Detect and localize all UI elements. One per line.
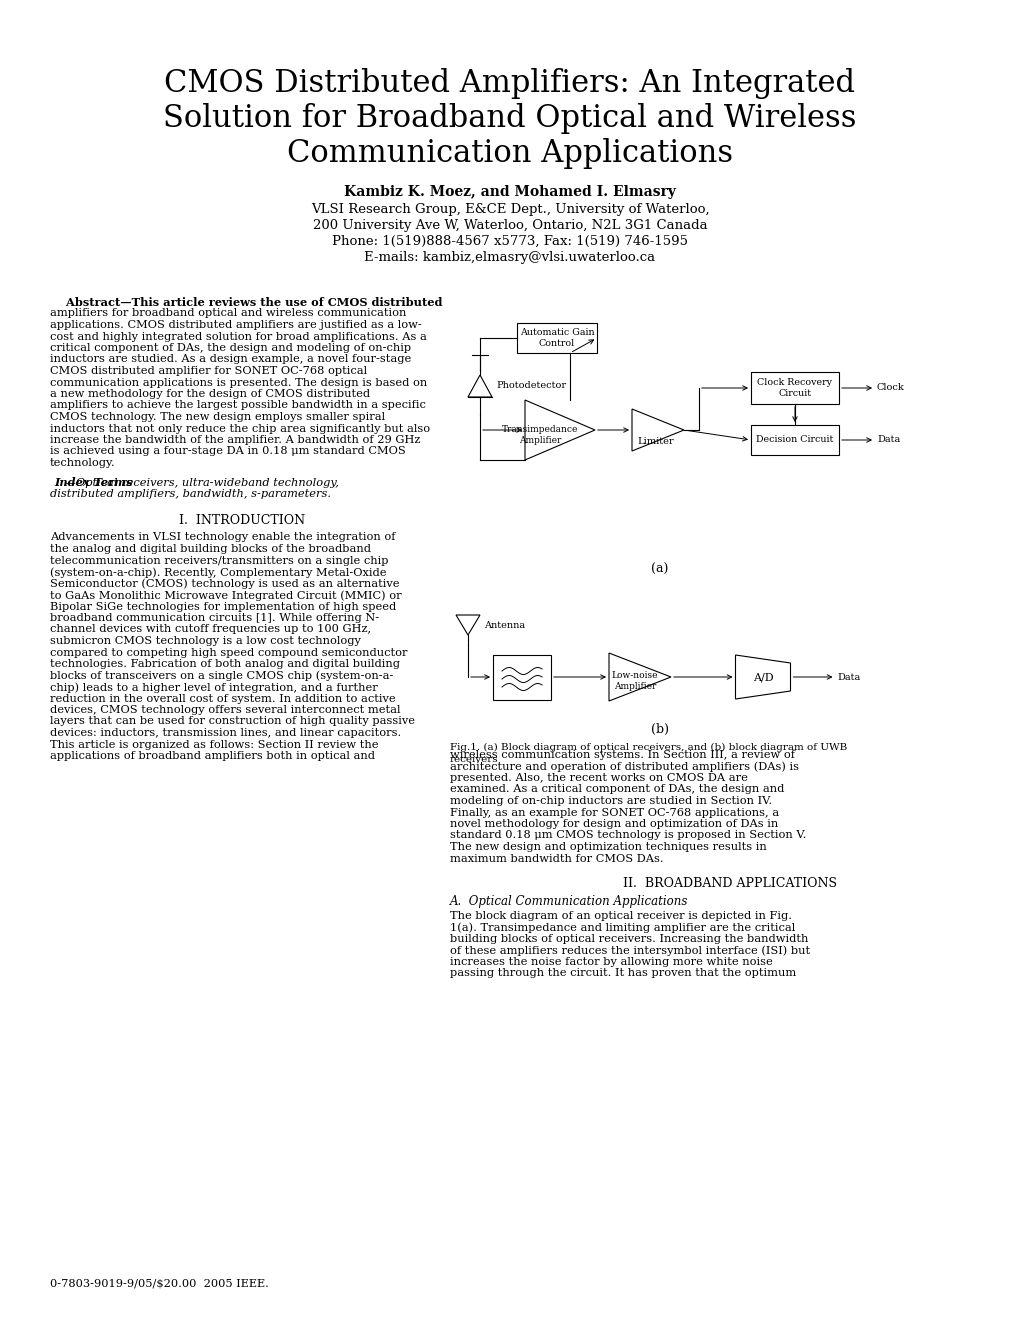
Text: modeling of on-chip inductors are studied in Section IV.: modeling of on-chip inductors are studie…	[449, 796, 771, 807]
Text: standard 0.18 μm CMOS technology is proposed in Section V.: standard 0.18 μm CMOS technology is prop…	[449, 830, 806, 841]
Bar	[492, 655, 550, 700]
Text: increase the bandwidth of the amplifier. A bandwidth of 29 GHz: increase the bandwidth of the amplifier.…	[50, 436, 420, 445]
Text: —Optical receivers, ultra-wideband technology,: —Optical receivers, ultra-wideband techn…	[50, 478, 338, 487]
Text: devices, CMOS technology offers several interconnect metal: devices, CMOS technology offers several …	[50, 705, 400, 715]
Text: telecommunication receivers/transmitters on a single chip: telecommunication receivers/transmitters…	[50, 556, 388, 565]
Text: Bipolar SiGe technologies for implementation of high speed: Bipolar SiGe technologies for implementa…	[50, 602, 395, 611]
Text: devices: inductors, transmission lines, and linear capacitors.: devices: inductors, transmission lines, …	[50, 729, 400, 738]
Text: Photodetector: Photodetector	[495, 380, 566, 389]
Text: amplifiers to achieve the largest possible bandwidth in a specific: amplifiers to achieve the largest possib…	[50, 400, 426, 411]
Text: applications. CMOS distributed amplifiers are justified as a low-: applications. CMOS distributed amplifier…	[50, 319, 421, 330]
Text: architecture and operation of distributed amplifiers (DAs) is: architecture and operation of distribute…	[449, 762, 798, 772]
Text: receivers: receivers	[449, 755, 498, 764]
Text: Fig.1. (a) Block diagram of optical receivers, and (b) block diagram of UWB: Fig.1. (a) Block diagram of optical rece…	[449, 743, 847, 752]
Text: distributed amplifiers, bandwidth, s-parameters.: distributed amplifiers, bandwidth, s-par…	[50, 488, 331, 499]
Text: Limiter: Limiter	[637, 437, 674, 446]
Text: broadband communication circuits [1]. While offering N-: broadband communication circuits [1]. Wh…	[50, 612, 379, 623]
Text: passing through the circuit. It has proven that the optimum: passing through the circuit. It has prov…	[449, 969, 796, 978]
Text: The new design and optimization techniques results in: The new design and optimization techniqu…	[449, 842, 766, 851]
Bar	[517, 323, 596, 352]
Text: critical component of DAs, the design and modeling of on-chip: critical component of DAs, the design an…	[50, 343, 411, 352]
Text: Clock Recovery
Circuit: Clock Recovery Circuit	[757, 379, 832, 397]
Text: The block diagram of an optical receiver is depicted in Fig.: The block diagram of an optical receiver…	[449, 911, 791, 921]
Text: compared to competing high speed compound semiconductor: compared to competing high speed compoun…	[50, 648, 408, 657]
Text: layers that can be used for construction of high quality passive: layers that can be used for construction…	[50, 717, 415, 726]
Text: to GaAs Monolithic Microwave Integrated Circuit (MMIC) or: to GaAs Monolithic Microwave Integrated …	[50, 590, 401, 601]
Text: examined. As a critical component of DAs, the design and: examined. As a critical component of DAs…	[449, 784, 784, 795]
Text: submicron CMOS technology is a low cost technology: submicron CMOS technology is a low cost …	[50, 636, 361, 645]
Text: I.  INTRODUCTION: I. INTRODUCTION	[179, 515, 306, 528]
Text: communication applications is presented. The design is based on: communication applications is presented.…	[50, 378, 427, 388]
Text: 0-7803-9019-9/05/$20.00  2005 IEEE.: 0-7803-9019-9/05/$20.00 2005 IEEE.	[50, 1278, 269, 1288]
Text: Advancements in VLSI technology enable the integration of: Advancements in VLSI technology enable t…	[50, 532, 395, 543]
Text: channel devices with cutoff frequencies up to 100 GHz,: channel devices with cutoff frequencies …	[50, 624, 371, 635]
Bar	[750, 425, 839, 455]
Text: amplifiers for broadband optical and wireless communication: amplifiers for broadband optical and wir…	[50, 309, 406, 318]
Text: novel methodology for design and optimization of DAs in: novel methodology for design and optimiz…	[449, 818, 777, 829]
Text: Communication Applications: Communication Applications	[286, 139, 733, 169]
Text: chip) leads to a higher level of integration, and a further: chip) leads to a higher level of integra…	[50, 682, 377, 693]
Text: building blocks of optical receivers. Increasing the bandwidth: building blocks of optical receivers. In…	[449, 935, 808, 944]
Text: 200 University Ave W, Waterloo, Ontario, N2L 3G1 Canada: 200 University Ave W, Waterloo, Ontario,…	[313, 219, 706, 232]
Bar	[750, 372, 839, 404]
Text: Data: Data	[876, 436, 900, 445]
Text: 1(a). Transimpedance and limiting amplifier are the critical: 1(a). Transimpedance and limiting amplif…	[449, 923, 795, 933]
Text: is achieved using a four-stage DA in 0.18 μm standard CMOS: is achieved using a four-stage DA in 0.1…	[50, 446, 406, 457]
Text: Index Terms: Index Terms	[54, 478, 132, 488]
Text: of these amplifiers reduces the intersymbol interface (ISI) but: of these amplifiers reduces the intersym…	[449, 945, 809, 956]
Text: applications of broadband amplifiers both in optical and: applications of broadband amplifiers bot…	[50, 751, 375, 762]
Text: the analog and digital building blocks of the broadband: the analog and digital building blocks o…	[50, 544, 371, 554]
Text: VLSI Research Group, E&CE Dept., University of Waterloo,: VLSI Research Group, E&CE Dept., Univers…	[311, 203, 708, 216]
Text: presented. Also, the recent works on CMOS DA are: presented. Also, the recent works on CMO…	[449, 774, 747, 783]
Text: technologies. Fabrication of both analog and digital building: technologies. Fabrication of both analog…	[50, 659, 399, 669]
Text: II.  BROADBAND APPLICATIONS: II. BROADBAND APPLICATIONS	[623, 876, 837, 890]
Text: Transimpedance
Amplifier: Transimpedance Amplifier	[501, 425, 578, 445]
Text: inductors that not only reduce the chip area significantly but also: inductors that not only reduce the chip …	[50, 424, 430, 433]
Text: CMOS Distributed Amplifiers: An Integrated: CMOS Distributed Amplifiers: An Integrat…	[164, 69, 855, 99]
Text: (a): (a)	[651, 564, 668, 576]
Text: blocks of transceivers on a single CMOS chip (system-on-a-: blocks of transceivers on a single CMOS …	[50, 671, 393, 681]
Text: Data: Data	[837, 672, 860, 681]
Text: This article is organized as follows: Section II review the: This article is organized as follows: Se…	[50, 739, 378, 750]
Text: Phone: 1(519)888-4567 x5773, Fax: 1(519) 746-1595: Phone: 1(519)888-4567 x5773, Fax: 1(519)…	[331, 235, 688, 248]
Text: inductors are studied. As a design example, a novel four-stage: inductors are studied. As a design examp…	[50, 355, 411, 364]
Text: A/D: A/D	[752, 672, 772, 682]
Text: a new methodology for the design of CMOS distributed: a new methodology for the design of CMOS…	[50, 389, 370, 399]
Text: A.  Optical Communication Applications: A. Optical Communication Applications	[449, 895, 688, 908]
Text: Kambiz K. Moez, and Mohamed I. Elmasry: Kambiz K. Moez, and Mohamed I. Elmasry	[343, 185, 676, 199]
Text: maximum bandwidth for CMOS DAs.: maximum bandwidth for CMOS DAs.	[449, 854, 663, 863]
Text: wireless communication systems. In Section III, a review of: wireless communication systems. In Secti…	[449, 750, 794, 760]
Text: Semiconductor (CMOS) technology is used as an alternative: Semiconductor (CMOS) technology is used …	[50, 578, 399, 589]
Text: cost and highly integrated solution for broad amplifications. As a: cost and highly integrated solution for …	[50, 331, 427, 342]
Text: Decision Circuit: Decision Circuit	[756, 436, 833, 445]
Text: increases the noise factor by allowing more white noise: increases the noise factor by allowing m…	[449, 957, 772, 968]
Text: Abstract—This article reviews the use of CMOS distributed: Abstract—This article reviews the use of…	[50, 297, 442, 308]
Text: CMOS technology. The new design employs smaller spiral: CMOS technology. The new design employs …	[50, 412, 385, 422]
Text: E-mails: kambiz,elmasry@vlsi.uwaterloo.ca: E-mails: kambiz,elmasry@vlsi.uwaterloo.c…	[364, 251, 655, 264]
Text: Low-noise
Amplifier: Low-noise Amplifier	[611, 672, 657, 690]
Text: Solution for Broadband Optical and Wireless: Solution for Broadband Optical and Wirel…	[163, 103, 856, 135]
Text: Antenna: Antenna	[484, 620, 525, 630]
Text: Clock: Clock	[876, 384, 904, 392]
Text: (b): (b)	[650, 723, 668, 737]
Text: reduction in the overall cost of system. In addition to active: reduction in the overall cost of system.…	[50, 693, 395, 704]
Text: Automatic Gain
Control: Automatic Gain Control	[519, 329, 594, 347]
Text: Finally, as an example for SONET OC-768 applications, a: Finally, as an example for SONET OC-768 …	[449, 808, 779, 817]
Text: CMOS distributed amplifier for SONET OC-768 optical: CMOS distributed amplifier for SONET OC-…	[50, 366, 367, 376]
Text: (system-on-a-chip). Recently, Complementary Metal-Oxide: (system-on-a-chip). Recently, Complement…	[50, 568, 386, 578]
Text: technology.: technology.	[50, 458, 115, 469]
